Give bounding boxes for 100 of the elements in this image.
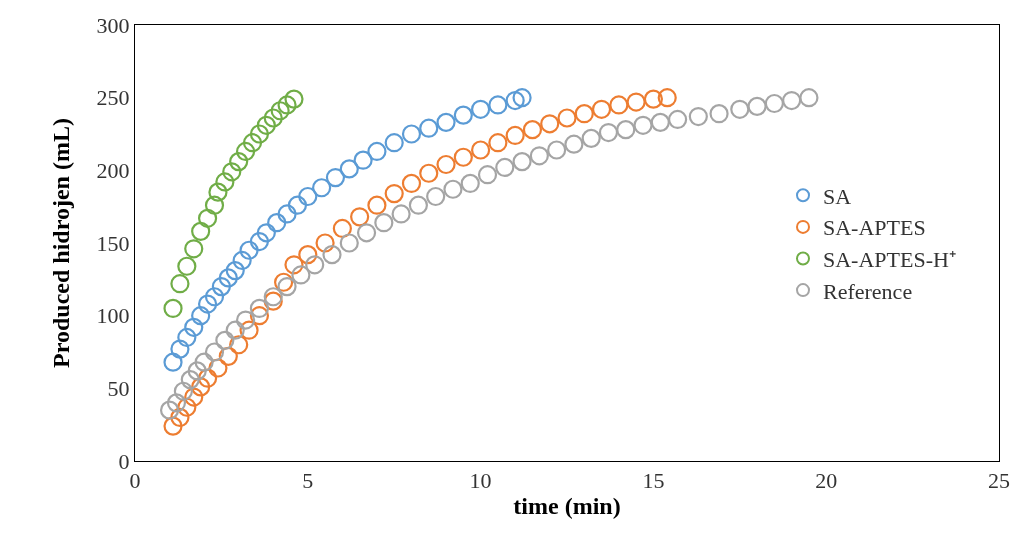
point xyxy=(332,218,352,239)
point xyxy=(495,157,515,178)
legend-label: SA-APTES-H⁺ xyxy=(823,247,956,273)
point xyxy=(159,400,180,420)
point xyxy=(730,99,750,119)
point xyxy=(194,352,214,372)
point xyxy=(616,120,636,140)
point xyxy=(170,274,190,294)
point xyxy=(184,317,204,337)
point xyxy=(557,108,577,128)
point xyxy=(284,255,304,275)
point xyxy=(436,112,456,132)
point xyxy=(232,250,252,271)
point xyxy=(208,358,228,378)
point xyxy=(215,172,235,192)
point xyxy=(249,231,270,252)
point xyxy=(236,141,256,162)
point xyxy=(598,122,619,143)
point xyxy=(643,89,663,109)
point xyxy=(229,335,249,355)
point xyxy=(166,393,187,413)
point xyxy=(709,104,729,124)
point xyxy=(529,146,549,166)
point xyxy=(184,387,204,407)
point xyxy=(236,310,256,330)
point xyxy=(277,204,297,224)
point xyxy=(204,195,225,215)
point xyxy=(540,114,560,134)
y-tick-label: 50 xyxy=(107,376,130,402)
point xyxy=(249,124,270,144)
point xyxy=(249,298,270,318)
point xyxy=(747,96,767,116)
point xyxy=(291,265,311,285)
x-tick-label: 10 xyxy=(469,468,492,494)
point xyxy=(204,342,225,362)
point xyxy=(419,118,439,138)
point xyxy=(315,233,335,253)
point xyxy=(163,352,183,372)
point xyxy=(305,255,325,275)
y-tick-label: 300 xyxy=(96,12,130,38)
point xyxy=(436,154,456,175)
point xyxy=(312,178,332,198)
point xyxy=(270,101,290,121)
point xyxy=(197,208,218,228)
point xyxy=(443,179,463,199)
point xyxy=(322,245,342,265)
point xyxy=(384,183,404,204)
point xyxy=(218,346,238,366)
point xyxy=(782,90,802,111)
point xyxy=(453,105,473,125)
point xyxy=(488,95,508,115)
y-tick-label: 200 xyxy=(96,158,130,184)
point xyxy=(353,150,373,170)
point xyxy=(211,277,231,297)
point xyxy=(488,133,508,153)
x-axis-title: time (min) xyxy=(513,492,621,519)
point xyxy=(668,109,688,130)
point xyxy=(367,141,387,162)
point xyxy=(191,221,211,241)
legend-label: Reference xyxy=(823,278,913,304)
point xyxy=(242,133,263,153)
y-tick-label: 250 xyxy=(96,85,130,111)
point xyxy=(633,115,653,135)
point xyxy=(426,186,446,207)
point xyxy=(764,93,784,114)
point xyxy=(170,407,190,427)
x-tick-label: 5 xyxy=(302,468,314,494)
point xyxy=(173,381,193,401)
point xyxy=(512,88,532,108)
point xyxy=(180,370,200,390)
point xyxy=(339,159,359,179)
point xyxy=(581,128,601,148)
point xyxy=(177,256,197,276)
point xyxy=(460,173,480,193)
point xyxy=(367,195,387,215)
y-axis-title: Produced hidrojen (mL) xyxy=(47,118,74,368)
point xyxy=(225,320,245,340)
point xyxy=(522,120,543,140)
legend-label: SA-APTES xyxy=(823,215,926,241)
point xyxy=(471,140,491,160)
point xyxy=(374,213,394,233)
point xyxy=(574,104,594,124)
point xyxy=(401,173,422,193)
point xyxy=(512,152,532,172)
point xyxy=(184,239,204,259)
point xyxy=(163,416,183,436)
point xyxy=(191,306,211,326)
y-tick-label: 150 xyxy=(96,230,130,256)
x-tick-label: 20 xyxy=(815,468,838,494)
point xyxy=(170,339,190,359)
point xyxy=(218,268,238,288)
point xyxy=(284,89,304,109)
point xyxy=(799,88,819,108)
point xyxy=(222,162,242,182)
point xyxy=(204,287,225,307)
point xyxy=(564,134,584,154)
y-tick-label: 100 xyxy=(96,303,130,329)
point xyxy=(239,320,259,340)
point xyxy=(391,204,411,224)
point xyxy=(298,186,318,207)
